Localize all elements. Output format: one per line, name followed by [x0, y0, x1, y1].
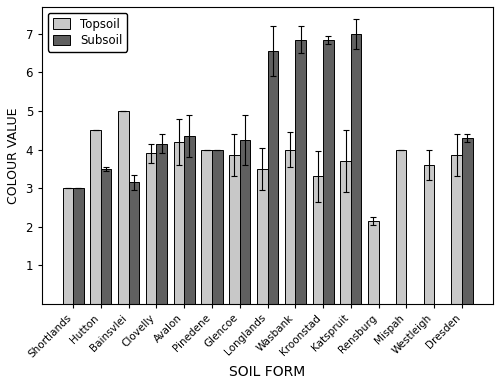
Bar	[351, 34, 362, 304]
Bar	[128, 182, 139, 304]
Bar	[229, 155, 240, 304]
Bar	[62, 188, 73, 304]
Bar	[462, 138, 472, 304]
Bar	[212, 149, 222, 304]
Bar	[73, 188, 84, 304]
Bar	[452, 155, 462, 304]
Bar	[101, 169, 112, 304]
Bar	[118, 111, 128, 304]
X-axis label: SOIL FORM: SOIL FORM	[230, 365, 306, 379]
Bar	[156, 144, 167, 304]
Bar	[202, 149, 212, 304]
Bar	[340, 161, 351, 304]
Bar	[296, 40, 306, 304]
Y-axis label: COLOUR VALUE: COLOUR VALUE	[7, 107, 20, 203]
Bar	[257, 169, 268, 304]
Bar	[396, 149, 406, 304]
Bar	[323, 40, 334, 304]
Bar	[268, 51, 278, 304]
Bar	[312, 176, 323, 304]
Bar	[146, 153, 156, 304]
Bar	[240, 140, 250, 304]
Bar	[184, 136, 195, 304]
Bar	[424, 165, 434, 304]
Bar	[90, 130, 101, 304]
Bar	[368, 221, 378, 304]
Bar	[285, 149, 296, 304]
Legend: Topsoil, Subsoil: Topsoil, Subsoil	[48, 13, 127, 52]
Bar	[174, 142, 184, 304]
